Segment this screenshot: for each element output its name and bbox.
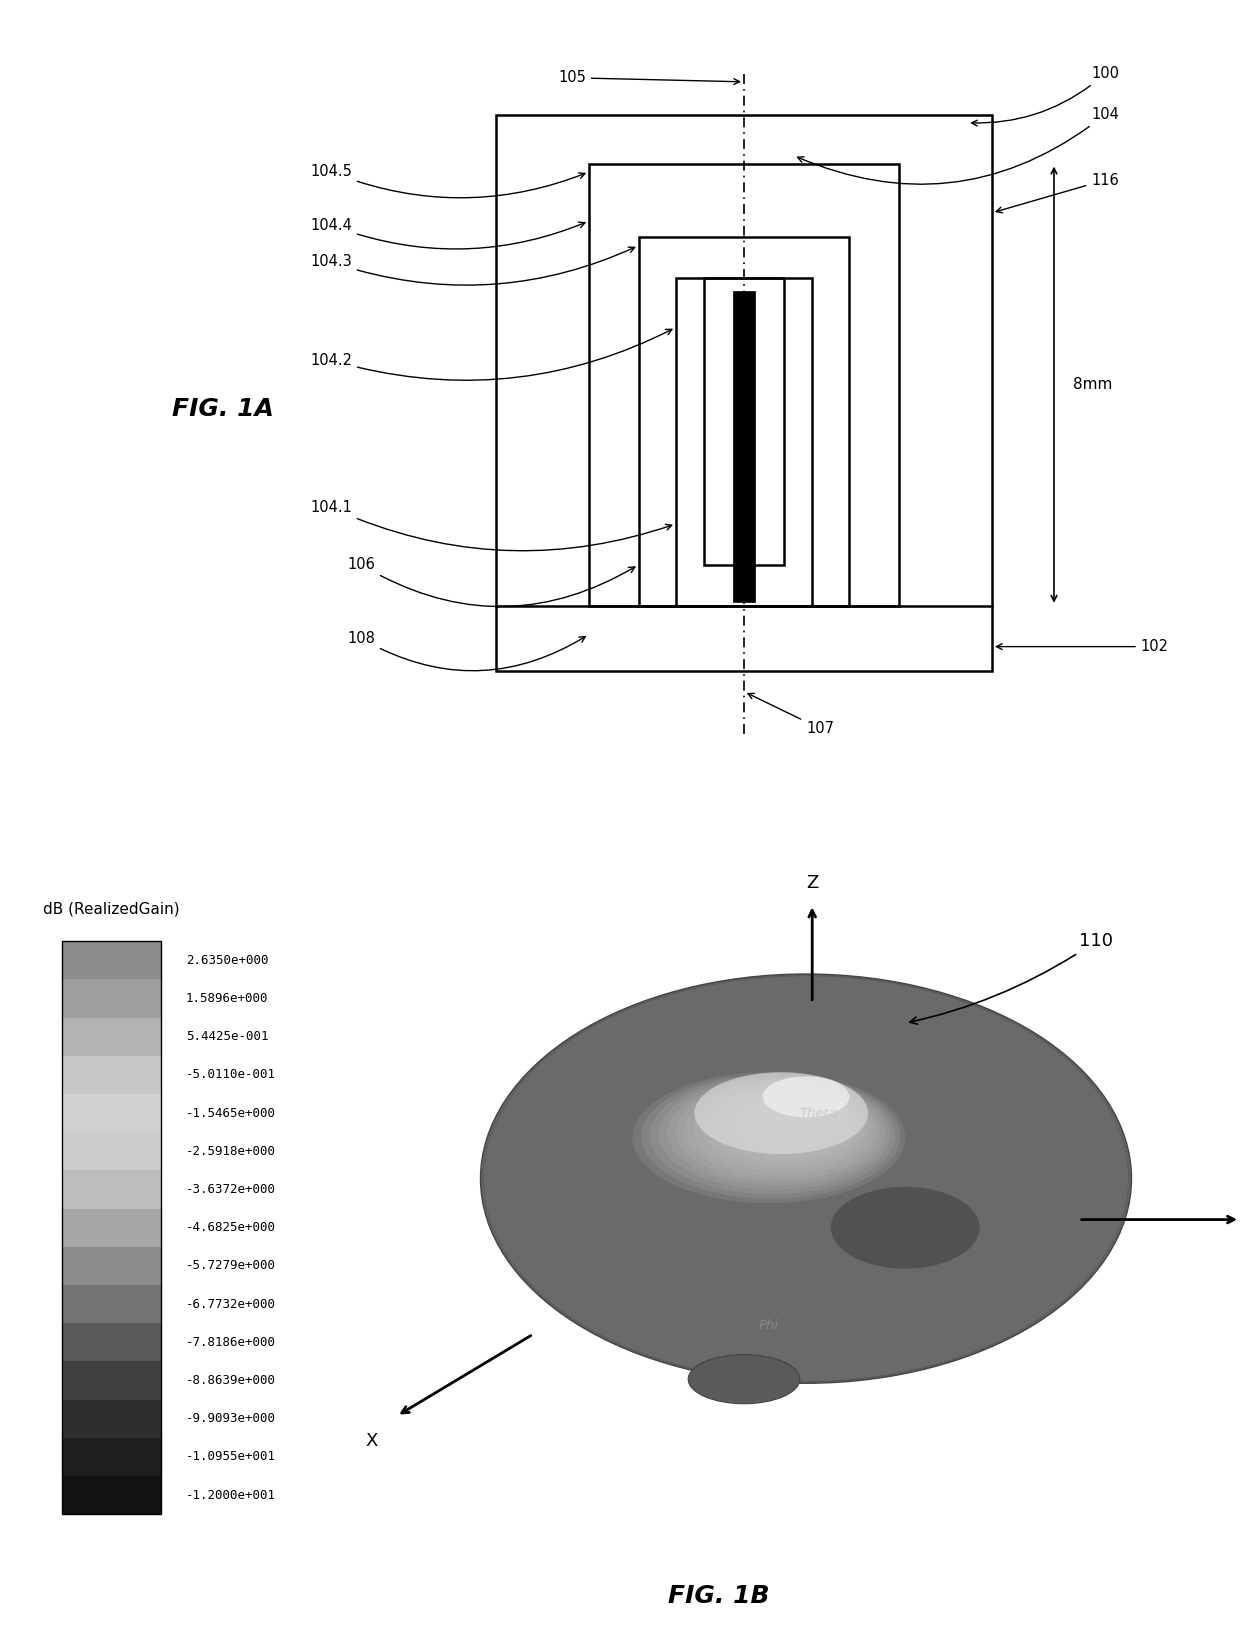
Text: Phi: Phi <box>759 1319 779 1333</box>
Ellipse shape <box>658 1079 890 1190</box>
Text: 104: 104 <box>797 106 1118 185</box>
Text: FIG. 1A: FIG. 1A <box>172 398 274 421</box>
Bar <box>62 941 161 979</box>
Ellipse shape <box>650 1077 895 1195</box>
Ellipse shape <box>481 974 1131 1383</box>
Ellipse shape <box>632 1072 905 1203</box>
Ellipse shape <box>831 1187 980 1269</box>
Bar <box>62 1285 161 1323</box>
Bar <box>62 1133 161 1170</box>
Text: -9.9093e+000: -9.9093e+000 <box>186 1413 277 1426</box>
Text: 110: 110 <box>910 933 1112 1025</box>
Text: 100: 100 <box>971 65 1120 126</box>
Text: -7.8186e+000: -7.8186e+000 <box>186 1336 277 1349</box>
Bar <box>62 1170 161 1208</box>
Text: FIG. 1B: FIG. 1B <box>668 1585 770 1608</box>
Text: 1.5896e+000: 1.5896e+000 <box>186 992 269 1005</box>
Bar <box>62 1323 161 1362</box>
Text: 106: 106 <box>347 557 635 607</box>
Text: -3.6372e+000: -3.6372e+000 <box>186 1184 277 1197</box>
Bar <box>704 278 784 565</box>
Bar <box>62 1400 161 1437</box>
Text: X: X <box>366 1432 378 1450</box>
Text: -1.5465e+000: -1.5465e+000 <box>186 1107 277 1120</box>
Text: 8mm: 8mm <box>1073 377 1112 393</box>
Ellipse shape <box>728 1095 851 1154</box>
Bar <box>62 1208 161 1247</box>
Text: -4.6825e+000: -4.6825e+000 <box>186 1221 277 1234</box>
Text: -5.7279e+000: -5.7279e+000 <box>186 1259 277 1272</box>
Bar <box>62 1362 161 1400</box>
Text: 116: 116 <box>996 172 1118 213</box>
Bar <box>639 237 849 606</box>
Ellipse shape <box>676 1082 880 1180</box>
Text: Theta: Theta <box>800 1107 837 1120</box>
Text: -1.0955e+001: -1.0955e+001 <box>186 1450 277 1463</box>
Text: -8.8639e+000: -8.8639e+000 <box>186 1373 277 1387</box>
Text: 104.1: 104.1 <box>310 499 672 550</box>
Text: -5.0110e-001: -5.0110e-001 <box>186 1069 277 1082</box>
Bar <box>589 164 899 606</box>
Ellipse shape <box>711 1090 861 1162</box>
Text: 5.4425e-001: 5.4425e-001 <box>186 1030 269 1043</box>
Text: 2.6350e+000: 2.6350e+000 <box>186 954 269 967</box>
Ellipse shape <box>641 1074 900 1198</box>
Bar <box>676 278 812 606</box>
Text: -2.5918e+000: -2.5918e+000 <box>186 1144 277 1157</box>
Bar <box>62 1477 161 1514</box>
Bar <box>62 1247 161 1285</box>
Bar <box>62 1437 161 1477</box>
Text: 108: 108 <box>347 630 585 671</box>
Text: 104.3: 104.3 <box>310 247 635 285</box>
Text: dB (RealizedGain): dB (RealizedGain) <box>43 902 180 917</box>
Ellipse shape <box>684 1085 875 1175</box>
Bar <box>62 979 161 1018</box>
Text: 102: 102 <box>996 638 1169 655</box>
Ellipse shape <box>719 1094 856 1159</box>
Bar <box>733 291 755 602</box>
Bar <box>496 115 992 671</box>
Bar <box>62 1094 161 1133</box>
Ellipse shape <box>702 1089 866 1167</box>
Ellipse shape <box>763 1077 849 1116</box>
Text: 104.2: 104.2 <box>310 329 672 380</box>
Text: -6.7732e+000: -6.7732e+000 <box>186 1298 277 1311</box>
Ellipse shape <box>694 1072 868 1154</box>
Bar <box>62 1056 161 1094</box>
Bar <box>62 941 161 1514</box>
Text: 105: 105 <box>558 70 740 85</box>
Text: Z: Z <box>806 874 818 892</box>
Text: 104.4: 104.4 <box>310 218 585 249</box>
Text: 107: 107 <box>748 694 835 737</box>
Text: 104.5: 104.5 <box>310 164 585 198</box>
Ellipse shape <box>688 1354 800 1403</box>
Text: -1.2000e+001: -1.2000e+001 <box>186 1488 277 1501</box>
Ellipse shape <box>693 1087 870 1172</box>
Bar <box>62 1018 161 1056</box>
Ellipse shape <box>667 1080 885 1185</box>
